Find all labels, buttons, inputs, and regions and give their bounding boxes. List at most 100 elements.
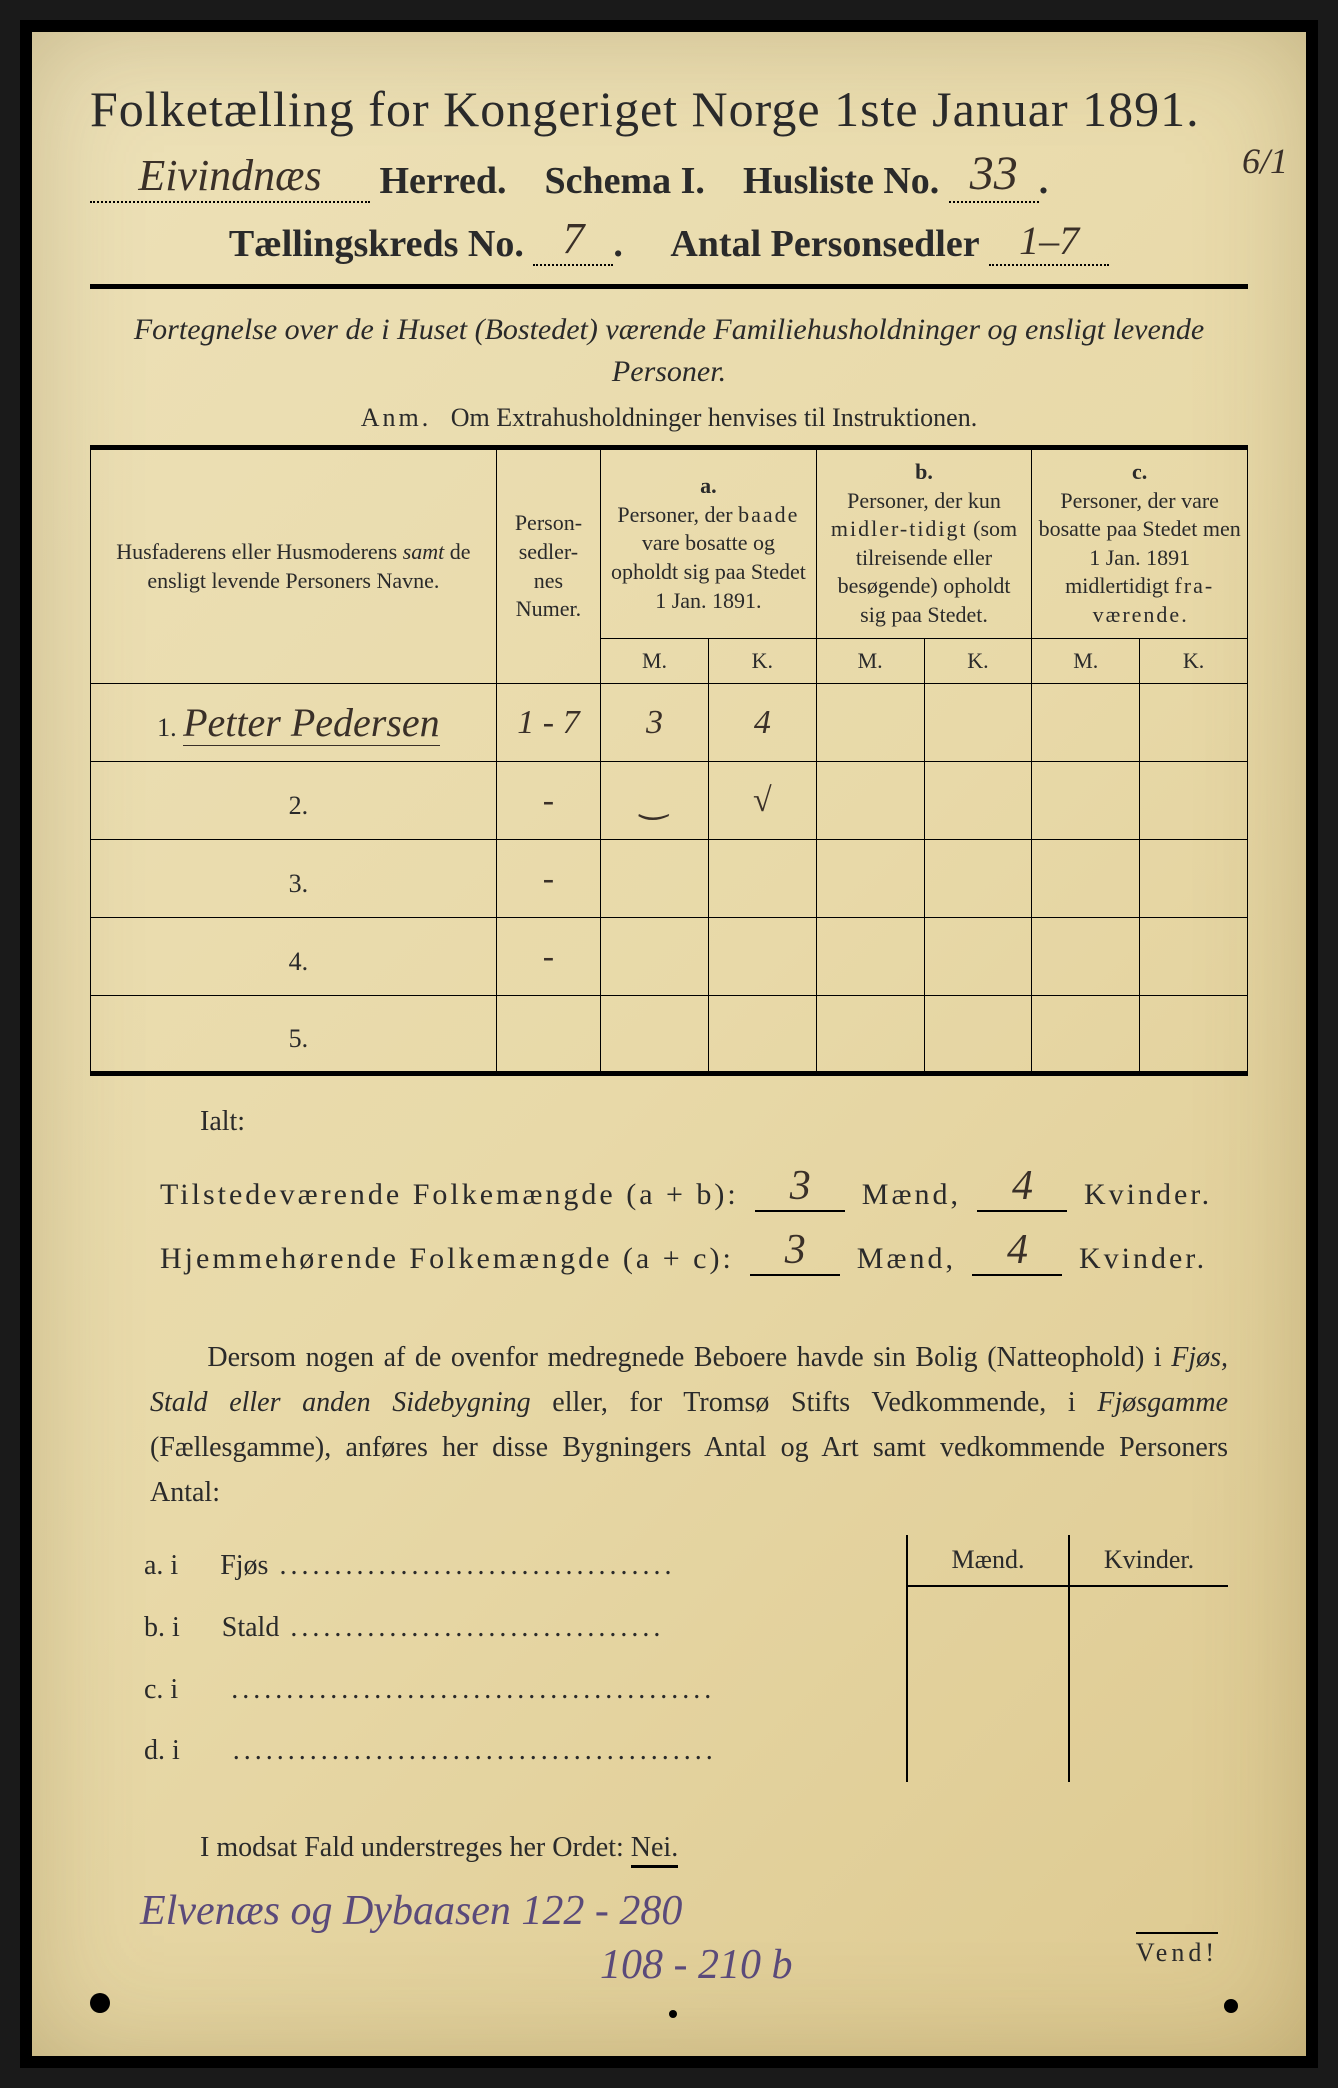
- cell-c_k: [1140, 918, 1248, 996]
- row-number-name: 3.: [91, 840, 497, 918]
- schema-label: Schema I.: [544, 160, 704, 202]
- cell-b_m: [816, 840, 924, 918]
- cell-c_m: [1032, 996, 1140, 1074]
- census-form-page: 6/1 Folketælling for Kongeriget Norge 1s…: [20, 20, 1318, 2068]
- side-building-table: a. i Fjøs ..............................…: [130, 1535, 1228, 1781]
- bottom-line-1: Elvenæs og Dybaasen 122 - 280: [140, 1884, 1248, 1939]
- cell-b_k: [924, 762, 1032, 840]
- cell-a_k: [708, 996, 816, 1074]
- rule-1: [90, 284, 1248, 289]
- th-b-m: M.: [816, 638, 924, 684]
- cell-a_m: [601, 918, 709, 996]
- table-row: 2. -‿√: [91, 762, 1248, 840]
- hjemme-label: Hjemmehørende Folkemængde (a + c):: [160, 1242, 734, 1275]
- row-number-name: 5.: [91, 996, 497, 1074]
- cell-b_m: [816, 684, 924, 762]
- cell-numer: -: [496, 762, 600, 840]
- table-row: 4. -: [91, 918, 1248, 996]
- th-c-label: c.: [1132, 459, 1147, 484]
- th-b-label: b.: [915, 459, 933, 484]
- totals-tilstede: Tilstedeværende Folkemængde (a + b): 3 M…: [160, 1162, 1248, 1212]
- cell-numer: 1 - 7: [496, 684, 600, 762]
- margin-note: 6/1: [1242, 140, 1288, 182]
- vend-label: Vend!: [1136, 1932, 1218, 1968]
- subtitle: Fortegnelse over de i Huset (Bostedet) v…: [90, 309, 1248, 393]
- husliste-label: Husliste No.: [743, 160, 939, 202]
- main-table: Husfaderens eller Husmoderens samt de en…: [90, 445, 1248, 1076]
- cell-c_k: [1140, 996, 1248, 1074]
- th-c-k: K.: [1140, 638, 1248, 684]
- table-row: 3. -: [91, 840, 1248, 918]
- ialt-label: Ialt:: [200, 1106, 1248, 1138]
- tilstede-m: 3: [755, 1162, 845, 1212]
- herred-label: Herred.: [380, 160, 507, 202]
- anm-text: Om Extrahusholdninger henvises til Instr…: [451, 403, 977, 432]
- nei-word: Nei.: [631, 1832, 678, 1868]
- cell-c_m: [1032, 762, 1140, 840]
- th-a-label: a.: [700, 473, 717, 498]
- kvinder-label: Kvinder.: [1084, 1178, 1212, 1211]
- table-row: 1. Petter Pedersen1 - 734: [91, 684, 1248, 762]
- punch-hole-center: [669, 2010, 677, 2018]
- anm-label: Anm.: [361, 403, 432, 432]
- anm-line: Anm. Om Extrahusholdninger henvises til …: [90, 403, 1248, 433]
- cell-b_k: [924, 996, 1032, 1074]
- cell-b_k: [924, 918, 1032, 996]
- kvinder-label-2: Kvinder.: [1079, 1242, 1207, 1275]
- tilstede-k: 4: [977, 1162, 1067, 1212]
- cell-c_m: [1032, 840, 1140, 918]
- antal-label: Antal Personsedler: [670, 223, 979, 265]
- th-b-k: K.: [924, 638, 1032, 684]
- husliste-value: 33: [949, 146, 1039, 203]
- header-row-1: Eivindnæs Herred. Schema I. Husliste No.…: [90, 146, 1248, 203]
- cell-a_k: [708, 918, 816, 996]
- th-a: a. Personer, der baade vare bosatte og o…: [601, 448, 817, 639]
- cell-c_k: [1140, 684, 1248, 762]
- modsat-line: I modsat Fald understreges her Ordet: Ne…: [200, 1832, 1248, 1864]
- row-number-name: 2.: [91, 762, 497, 840]
- table-row: 5.: [91, 996, 1248, 1074]
- punch-hole-left: [90, 1993, 110, 2013]
- cell-a_k: 4: [708, 684, 816, 762]
- cell-c_m: [1032, 918, 1140, 996]
- hjemme-m: 3: [750, 1226, 840, 1276]
- row-number-name: 4.: [91, 918, 497, 996]
- kreds-value: 7: [533, 213, 613, 266]
- sub-maend-header: Mænd.: [908, 1535, 1068, 1587]
- cell-b_k: [924, 840, 1032, 918]
- cell-a_k: √: [708, 762, 816, 840]
- cell-c_m: [1032, 684, 1140, 762]
- th-a-m: M.: [601, 638, 709, 684]
- th-b: b. Personer, der kun midler-tidigt (som …: [816, 448, 1032, 639]
- cell-c_k: [1140, 762, 1248, 840]
- cell-numer: [496, 996, 600, 1074]
- cell-c_k: [1140, 840, 1248, 918]
- maend-label: Mænd,: [862, 1178, 961, 1211]
- cell-numer: -: [496, 840, 600, 918]
- cell-a_m: [601, 996, 709, 1074]
- sub-row: c. i ...................................…: [130, 1659, 906, 1721]
- th-numer: Person-sedler-nesNumer.: [496, 448, 600, 684]
- cell-numer: -: [496, 918, 600, 996]
- antal-value: 1–7: [989, 217, 1109, 266]
- cell-a_m: ‿: [601, 762, 709, 840]
- cell-a_m: 3: [601, 684, 709, 762]
- cell-b_m: [816, 996, 924, 1074]
- cell-b_m: [816, 762, 924, 840]
- sub-row: a. i Fjøs ..............................…: [130, 1535, 906, 1597]
- th-name: Husfaderens eller Husmoderens samt de en…: [91, 448, 497, 684]
- th-c: c. Personer, der vare bosatte paa Stedet…: [1032, 448, 1248, 639]
- side-building-paragraph: Dersom nogen af de ovenfor medregnede Be…: [150, 1336, 1228, 1515]
- tilstede-label: Tilstedeværende Folkemængde (a + b):: [160, 1178, 739, 1211]
- modsat-text: I modsat Fald understreges her Ordet:: [200, 1832, 624, 1863]
- sub-col-kvinder: Kvinder.: [1068, 1535, 1228, 1781]
- bottom-handwriting: Elvenæs og Dybaasen 122 - 280 108 - 210 …: [140, 1884, 1248, 1993]
- cell-a_k: [708, 840, 816, 918]
- cell-a_m: [601, 840, 709, 918]
- sub-row: d. i ...................................…: [130, 1720, 906, 1782]
- page-title: Folketælling for Kongeriget Norge 1ste J…: [90, 80, 1248, 138]
- th-a-k: K.: [708, 638, 816, 684]
- sub-col-maend: Mænd.: [908, 1535, 1068, 1781]
- cell-b_k: [924, 684, 1032, 762]
- th-c-m: M.: [1032, 638, 1140, 684]
